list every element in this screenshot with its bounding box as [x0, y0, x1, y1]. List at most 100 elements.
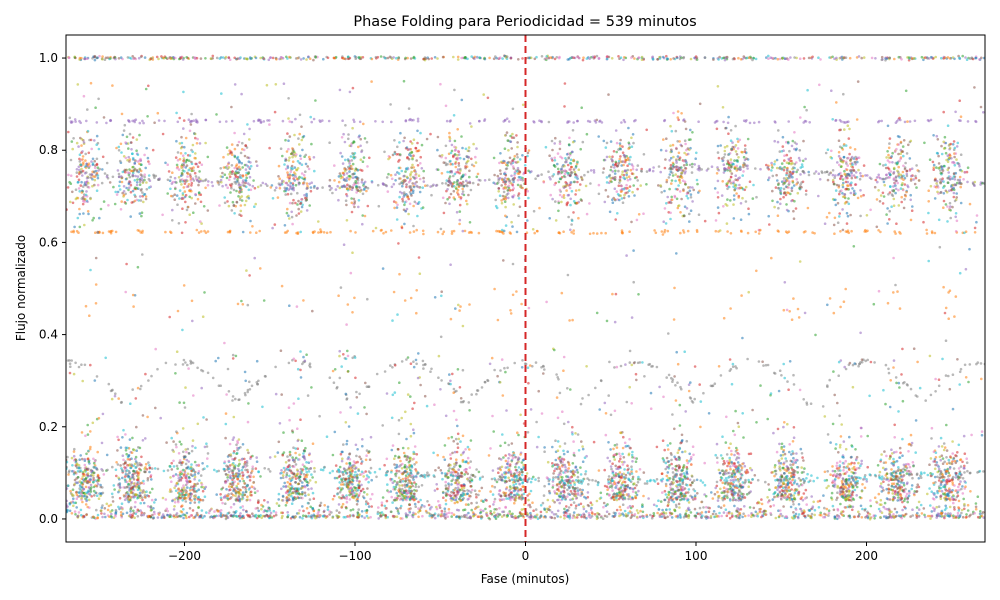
data-point [527, 498, 530, 502]
data-point [415, 228, 419, 232]
data-point [674, 515, 678, 518]
data-point [362, 122, 365, 126]
data-point [586, 491, 590, 494]
data-point [284, 461, 288, 464]
data-point [310, 142, 313, 146]
data-point [400, 169, 404, 173]
data-point [194, 192, 197, 196]
data-point [221, 175, 224, 179]
data-point [505, 131, 509, 134]
data-point [244, 490, 248, 494]
data-point [412, 118, 415, 122]
data-point [340, 155, 344, 158]
data-point [729, 232, 733, 235]
data-point [697, 120, 700, 123]
data-point [394, 454, 397, 458]
data-point [500, 201, 504, 205]
data-point [448, 139, 452, 143]
data-point [557, 477, 560, 481]
data-point [595, 54, 599, 58]
data-point [176, 151, 180, 154]
data-point [666, 229, 670, 233]
data-point [352, 460, 356, 463]
data-point [284, 485, 288, 489]
data-point [185, 466, 188, 470]
data-point [365, 189, 368, 193]
data-point [126, 485, 130, 488]
data-point [308, 57, 312, 60]
data-point [74, 459, 78, 462]
data-point [397, 177, 401, 180]
data-point [512, 187, 515, 190]
data-point [639, 184, 642, 187]
data-point [170, 436, 173, 440]
data-point [296, 468, 299, 472]
data-point [148, 162, 151, 166]
data-point [124, 461, 127, 465]
data-point [566, 163, 570, 167]
data-point [452, 155, 455, 159]
data-point [517, 214, 520, 217]
data-point [661, 233, 665, 236]
data-point [367, 516, 370, 520]
data-point [452, 229, 456, 233]
data-point [194, 202, 197, 205]
data-point [411, 484, 415, 488]
data-point [413, 169, 416, 173]
data-point [218, 204, 221, 207]
data-point [879, 230, 882, 234]
data-point [833, 515, 837, 518]
data-point [833, 232, 836, 235]
data-point [450, 483, 453, 486]
data-point [506, 462, 509, 466]
data-point [321, 514, 325, 518]
data-point [518, 205, 522, 209]
data-point [338, 474, 342, 478]
data-point [98, 54, 101, 58]
data-point [411, 515, 415, 519]
data-point [503, 480, 507, 483]
data-point [178, 157, 182, 161]
data-point [893, 57, 896, 61]
data-point [179, 57, 182, 60]
data-point [866, 229, 869, 233]
data-point [175, 481, 179, 485]
data-point [351, 173, 354, 176]
data-point [466, 456, 470, 460]
data-point [454, 470, 458, 474]
data-point [183, 190, 187, 193]
data-point [289, 185, 293, 189]
data-point [453, 172, 457, 176]
data-point [84, 159, 87, 162]
data-point [238, 479, 242, 483]
data-point [288, 135, 292, 138]
data-point [538, 119, 541, 122]
data-point [69, 489, 72, 493]
data-point [186, 447, 190, 451]
data-point [601, 517, 605, 520]
data-point [178, 440, 182, 444]
data-point [191, 143, 195, 147]
data-point [102, 473, 106, 476]
data-point [286, 132, 289, 135]
data-point [560, 171, 563, 174]
data-point [288, 55, 291, 59]
data-point [78, 190, 81, 193]
data-point [286, 171, 289, 174]
data-point [355, 492, 359, 496]
data-point [774, 516, 778, 520]
data-point [236, 487, 240, 491]
data-point [517, 433, 520, 437]
data-point [138, 133, 141, 137]
data-point [182, 516, 185, 520]
data-point [308, 452, 312, 456]
data-point [281, 154, 284, 158]
data-point [312, 156, 316, 159]
data-point [456, 128, 460, 131]
data-point [292, 465, 296, 468]
data-point [145, 188, 149, 191]
data-point [405, 185, 408, 189]
data-point [475, 468, 478, 471]
data-point [620, 197, 624, 200]
data-point [391, 444, 395, 447]
